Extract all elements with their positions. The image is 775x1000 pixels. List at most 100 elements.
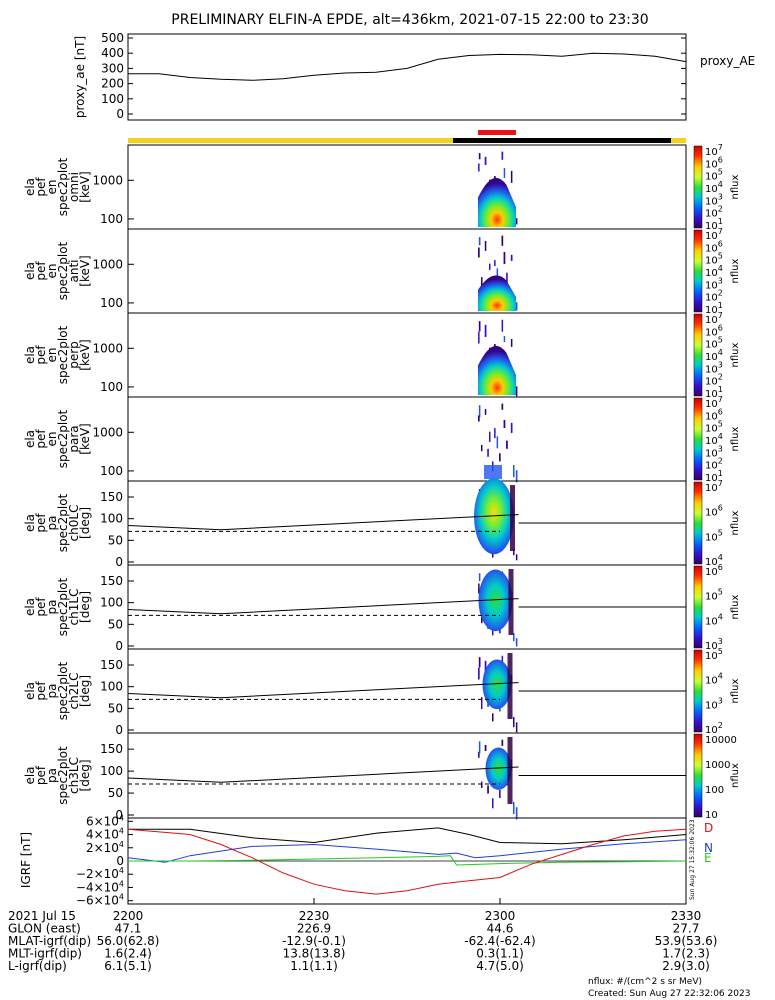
igrf-series-black (128, 827, 687, 845)
flux-speckle (489, 263, 491, 270)
flux-speckle (494, 428, 496, 439)
footer-row-value: 0.3(1.1) (476, 947, 524, 961)
footer-row-label: L-igrf(dip) (8, 959, 67, 973)
ae-ytick-label: 500 (101, 31, 124, 45)
flux-speckle (501, 403, 504, 410)
colorbar-tick-label: 103 (705, 192, 723, 207)
ytick-label: 100 (100, 596, 123, 610)
flux-speckle (496, 268, 499, 277)
ylabel-word: ch2LC (67, 673, 81, 710)
flux-speckle (513, 633, 515, 642)
flux-speckle (513, 802, 515, 814)
panel-frame (127, 312, 687, 398)
loss-cone-band (507, 653, 513, 719)
igrf-ytick-label: −2×104 (76, 866, 124, 881)
ylabel-word: spec2plot (56, 661, 70, 720)
ylabel-word: omni (67, 172, 81, 202)
ylabel-word: en (45, 348, 59, 363)
igrf-ytick-label: 6×104 (86, 813, 124, 828)
igrf-legend-n: N (704, 841, 713, 855)
spectrogram-ela_pef_en_spec2plot_para: 1000100elapefenspec2plotpara[keV]1071061… (23, 395, 741, 484)
ylabel-word: ela (23, 514, 37, 532)
colorbar-tick-label: 104 (705, 348, 723, 363)
colorbar-tick-label: 103 (705, 276, 723, 291)
igrf-ytick-label: 0 (116, 854, 124, 868)
colorbar-label: nflux (730, 342, 741, 367)
ytick-label: 50 (108, 786, 123, 800)
colorbar-tick-label: 102 (705, 289, 723, 304)
colorbar-tick-label: 104 (705, 612, 723, 627)
panel-frame (127, 396, 687, 482)
colorbar-tick-label: 102 (705, 457, 723, 472)
footer-row-value: -62.4(-62.4) (464, 934, 535, 948)
flux-speckle (478, 247, 480, 258)
footer-row-value: 226.9 (297, 922, 331, 936)
ylabel-word: perp (67, 341, 81, 369)
footer-row-value: 2330 (671, 909, 702, 923)
colorbar-label: nflux (730, 258, 741, 283)
ytick-label: 150 (100, 742, 123, 756)
ylabel-word: pa (45, 600, 59, 615)
flux-speckle (484, 324, 487, 337)
colorbar (693, 229, 703, 313)
flux-speckle (478, 237, 481, 246)
flux-speckle (515, 218, 518, 225)
flux-speckle (478, 331, 480, 344)
panel-frame (127, 144, 687, 230)
loss-cone-line (127, 598, 519, 615)
ytick-label: 1000 (92, 341, 123, 355)
ylabel-word: ela (23, 346, 37, 364)
footer-row-value: 2200 (113, 909, 144, 923)
igrf-legend-e: E (704, 851, 712, 865)
ytick-label: 1000 (92, 257, 123, 271)
flux-speckle (478, 321, 481, 332)
ytick-label: 100 (100, 464, 123, 478)
flux-speckle (478, 751, 480, 758)
colorbar-label: nflux (730, 678, 741, 703)
flux-speckle (501, 235, 504, 246)
ylabel-word: pef (34, 261, 48, 281)
colorbar (693, 565, 703, 649)
flux-speckle (484, 240, 487, 251)
flux-speckle (499, 453, 501, 462)
flux-region (482, 659, 512, 710)
flux-speckle (481, 445, 483, 452)
ylabel-word: [keV] (78, 339, 92, 370)
ylabel-word: ela (23, 178, 37, 196)
colorbar-tick-label: 107 (705, 311, 723, 326)
ytick-label: 0 (115, 808, 123, 822)
ylabel-word: [deg] (78, 591, 92, 623)
created-timestamp: Created: Sun Aug 27 22:32:06 2023 (588, 989, 750, 999)
flux-speckle (481, 781, 483, 788)
ylabel-word: [keV] (78, 171, 92, 202)
ylabel-word: ela (23, 430, 37, 448)
footer-row-value: 44.6 (487, 922, 514, 936)
science-zone-marker (478, 130, 516, 135)
ae-ytick-label: 300 (101, 61, 124, 75)
igrf-ytick-label: 4×104 (86, 827, 124, 842)
ytick-label: 100 (100, 212, 123, 226)
flux-speckle (478, 657, 481, 668)
ylabel-word: spec2plot (56, 493, 70, 552)
ylabel-word: anti (67, 260, 81, 283)
colorbar-tick-label: 105 (705, 336, 723, 351)
ytick-label: 0 (115, 639, 123, 653)
ylabel-word: spec2plot (56, 325, 70, 384)
colorbar-tick-label: 104 (705, 432, 723, 447)
ylabel-word: en (45, 432, 59, 447)
flux-region (484, 465, 502, 479)
ylabel-word: ela (23, 598, 37, 616)
colorbar-tick-label: 101 (705, 385, 723, 400)
colorbar-tick-label: 1000 (705, 760, 730, 771)
flux-speckle (515, 807, 518, 820)
igrf-ytick-label: −6×104 (76, 893, 124, 908)
ytick-label: 100 (100, 296, 123, 310)
colorbar-tick-label: 105 (705, 647, 723, 662)
ylabel-word: ela (23, 262, 37, 280)
ae-ytick-label: 100 (101, 92, 124, 106)
